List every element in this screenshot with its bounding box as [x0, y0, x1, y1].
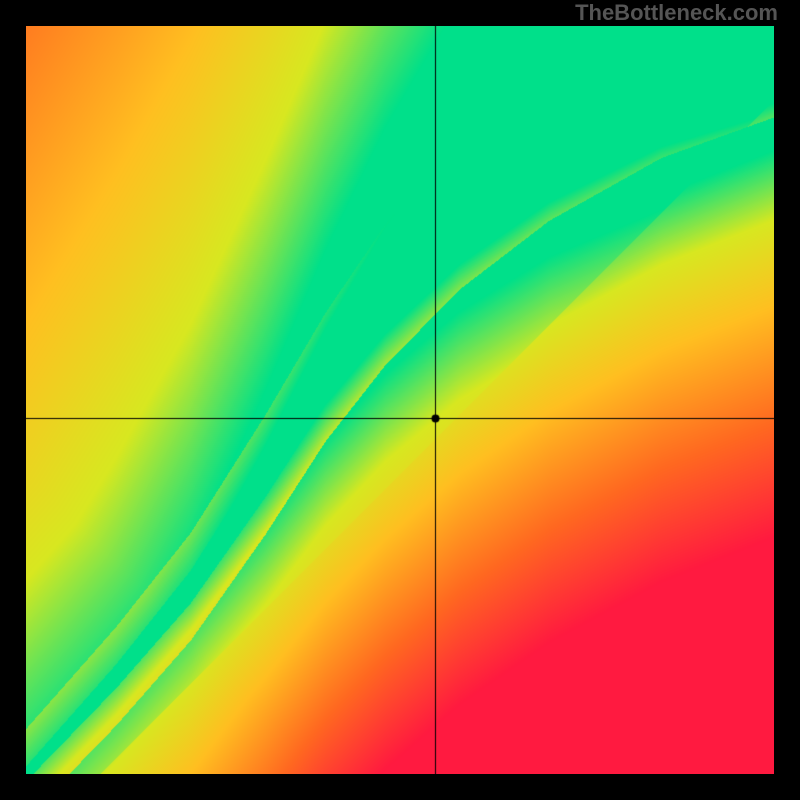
watermark-text: TheBottleneck.com: [575, 0, 778, 26]
chart-container: TheBottleneck.com: [0, 0, 800, 800]
bottleneck-heatmap: [26, 26, 774, 774]
